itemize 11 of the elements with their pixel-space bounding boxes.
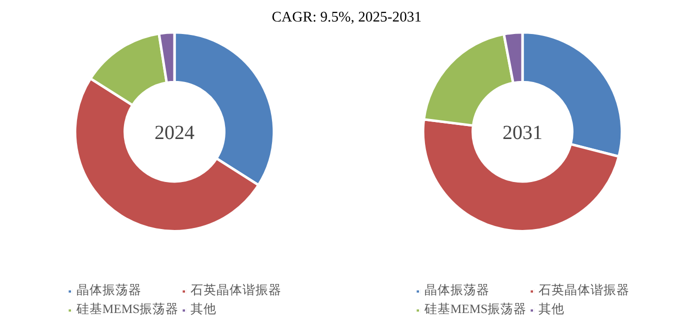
text: 2024: [154, 122, 194, 144]
legend-label: 其他: [538, 301, 565, 318]
legend-label: 硅基MEMS振荡器: [424, 301, 527, 318]
legend-label: 石英晶体谐振器: [190, 282, 282, 299]
legend-label: 石英晶体谐振器: [538, 282, 630, 299]
text: CAGR: 9.5%, 2025-2031: [272, 9, 422, 26]
legend-label: 硅基MEMS振荡器: [76, 301, 179, 318]
legend-label: 晶体振荡器: [424, 282, 490, 299]
legend-label: 晶体振荡器: [76, 282, 142, 299]
legend-label: 其他: [190, 301, 217, 318]
text: 2031: [502, 122, 542, 144]
